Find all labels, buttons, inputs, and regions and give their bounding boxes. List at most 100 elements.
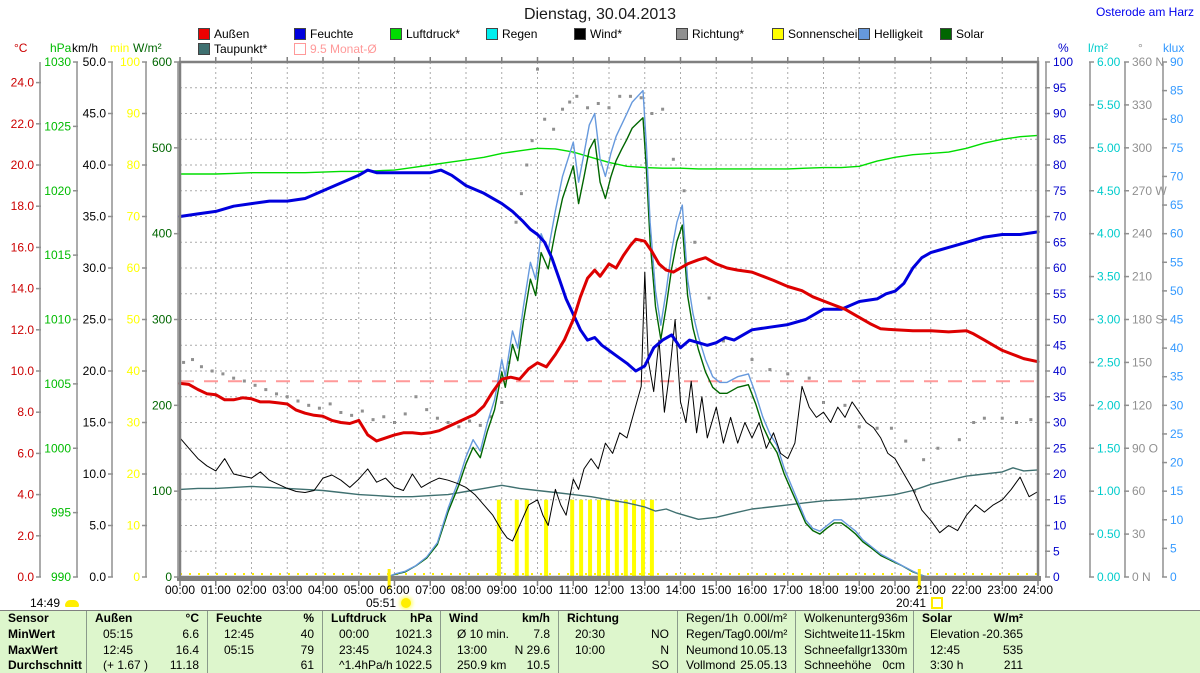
axis-tick-label: 60 xyxy=(127,261,141,275)
direction-dot xyxy=(561,107,565,111)
axis-tick-label: 40 xyxy=(1170,341,1184,355)
axis-tick-label: 4.50 xyxy=(1097,184,1121,198)
x-tick-label: 11:00 xyxy=(559,583,588,597)
table-cell-value: 0.00l/m² xyxy=(743,611,787,625)
axis-tick-label: 40 xyxy=(1053,364,1067,378)
axis-tick-label: 1010 xyxy=(44,313,71,327)
direction-dot xyxy=(519,192,523,196)
x-tick-label: 01:00 xyxy=(201,583,231,597)
legend-label: Sonnenschein xyxy=(788,27,865,41)
table-row: Regen/Tag 0.00l/m² xyxy=(678,627,795,643)
sunshine-bar xyxy=(640,499,645,577)
table-cell-label: Feuchte xyxy=(216,611,263,625)
table-cell-value: W/m² xyxy=(993,611,1023,625)
direction-dot xyxy=(543,117,547,121)
direction-dot xyxy=(843,403,847,407)
table-group-wind: Wind km/h Ø 10 min. 7.8 13:00 N 29.6 250.9 km 1… xyxy=(440,611,558,673)
axis-tick-label: 100 xyxy=(152,484,172,498)
table-cell-value: N 29.6 xyxy=(514,642,550,657)
direction-dot xyxy=(936,446,940,450)
axis-tick-label: 30 xyxy=(1170,398,1184,412)
axis-tick-label: 20 xyxy=(1170,456,1184,470)
table-cell-value: NO xyxy=(651,626,669,641)
table-cell-value: 535 xyxy=(1002,642,1023,657)
axis-tick-label: 6.0 xyxy=(17,446,34,460)
axis-tick-label: 10 xyxy=(1053,519,1067,533)
table-row: Vollmond 25.05.13 xyxy=(678,658,795,673)
table-cell-value: °C xyxy=(185,611,199,625)
axis-tick-label: 330 xyxy=(1132,98,1152,112)
axis-header-hum: % xyxy=(1058,41,1069,55)
legend-item-taupunkt: Taupunkt* xyxy=(198,42,267,56)
legend-swatch-richtung xyxy=(676,28,688,40)
table-group-regen: Regen/1h 0.00l/m² Regen/Tag 0.00l/m² Neumond… xyxy=(677,611,795,673)
sunshine-bars xyxy=(496,499,654,577)
sunshine-bar xyxy=(524,499,529,577)
table-group-luftdruck: Luftdruck hPa 00:00 1021.3 23:45 1024.3 ^1.4hP… xyxy=(322,611,440,673)
table-row-header: Sensor xyxy=(0,611,86,627)
direction-dot xyxy=(750,358,754,362)
legend-item-sonnenschein: Sonnenschein xyxy=(772,27,865,41)
axis-tick-label: 30.0 xyxy=(83,261,107,275)
axis-tick-label: 40.0 xyxy=(83,158,107,172)
legend-item-luftdruck: Luftdruck* xyxy=(390,27,460,41)
direction-dot xyxy=(972,421,976,424)
legend-label: 9.5 Monat-Ø xyxy=(310,42,377,56)
table-cell-value: SO xyxy=(651,658,669,673)
table-row: Ø 10 min. 7.8 xyxy=(441,627,558,643)
axis-tick-label: 5 xyxy=(1170,541,1177,555)
direction-dot xyxy=(403,412,407,416)
axis-tick-label: 20 xyxy=(127,467,141,481)
legend-swatch-solar xyxy=(940,28,952,40)
direction-dot xyxy=(478,423,482,427)
x-tick-label: 08:00 xyxy=(451,583,481,597)
table-group-feuchte: Feuchte% 12:45 40 05:15 79 61 xyxy=(207,611,322,673)
table-cell-label: Schneefallgr xyxy=(804,642,871,657)
table-row: Wolkenunterg 936m xyxy=(796,611,913,627)
direction-dot xyxy=(568,100,572,104)
table-cell-label: Richtung xyxy=(567,611,619,625)
axis-light: 0 5 10 15 20 25 30 35 40 45 50 55 60 65 70 75 80 85 90 xyxy=(1162,55,1184,584)
axis-tick-label: 5.0 xyxy=(89,519,106,533)
moon-set-time: 14:49 xyxy=(30,596,80,610)
axis-tick-label: 45 xyxy=(1170,313,1184,327)
series-aussen xyxy=(178,237,1040,443)
table-row: 05:15 6.6 xyxy=(87,627,207,643)
direction-dot xyxy=(1029,418,1033,422)
axis-tick-label: 60 xyxy=(1053,261,1067,275)
table-cell-label: Elevation xyxy=(930,626,980,641)
axis-tick-label: 30 xyxy=(1132,527,1146,541)
direction-dot xyxy=(650,112,654,115)
axis-tick-label: 80 xyxy=(1053,158,1067,172)
table-row: Solar W/m² xyxy=(914,611,1031,627)
direction-dot xyxy=(628,94,632,98)
table-cell-label: 250.9 km xyxy=(457,658,507,673)
legend-label: Richtung* xyxy=(692,27,745,41)
axis-tick-label: 75 xyxy=(1170,141,1184,155)
summary-table: Sensor MinWert MaxWert Durchschnitt Außen °C 0… xyxy=(0,610,1200,673)
sunshine-bar xyxy=(649,499,654,577)
table-cell-value: 79 xyxy=(300,642,314,657)
x-tick-label: 00:00 xyxy=(165,583,195,597)
axis-header-press: hPa xyxy=(50,41,72,55)
axis-tick-label: 35 xyxy=(1170,370,1184,384)
legend-swatch-feuchte xyxy=(294,28,306,40)
direction-dot xyxy=(446,421,450,424)
table-row-header: MinWert xyxy=(0,627,86,643)
direction-dot xyxy=(199,365,203,369)
x-tick-label: 05:00 xyxy=(344,583,374,597)
legend-item-feuchte: Feuchte xyxy=(294,27,353,41)
table-row: 3:30 h 211 xyxy=(914,658,1031,673)
table-cell-value: 61 xyxy=(300,658,314,673)
axis-tick-label: 25 xyxy=(1053,441,1067,455)
axis-tick-label: 300 xyxy=(152,313,172,327)
direction-dot xyxy=(317,406,321,410)
axis-tick-label: 45.0 xyxy=(83,107,107,121)
legend-item-solar: Solar xyxy=(940,27,984,41)
x-tick-label: 09:00 xyxy=(487,583,517,597)
direction-dot xyxy=(296,399,300,403)
sunset-icon xyxy=(931,597,944,609)
axis-tick-label: 20.0 xyxy=(11,158,35,172)
direction-dot xyxy=(639,96,643,100)
x-tick-label: 12:00 xyxy=(594,583,624,597)
